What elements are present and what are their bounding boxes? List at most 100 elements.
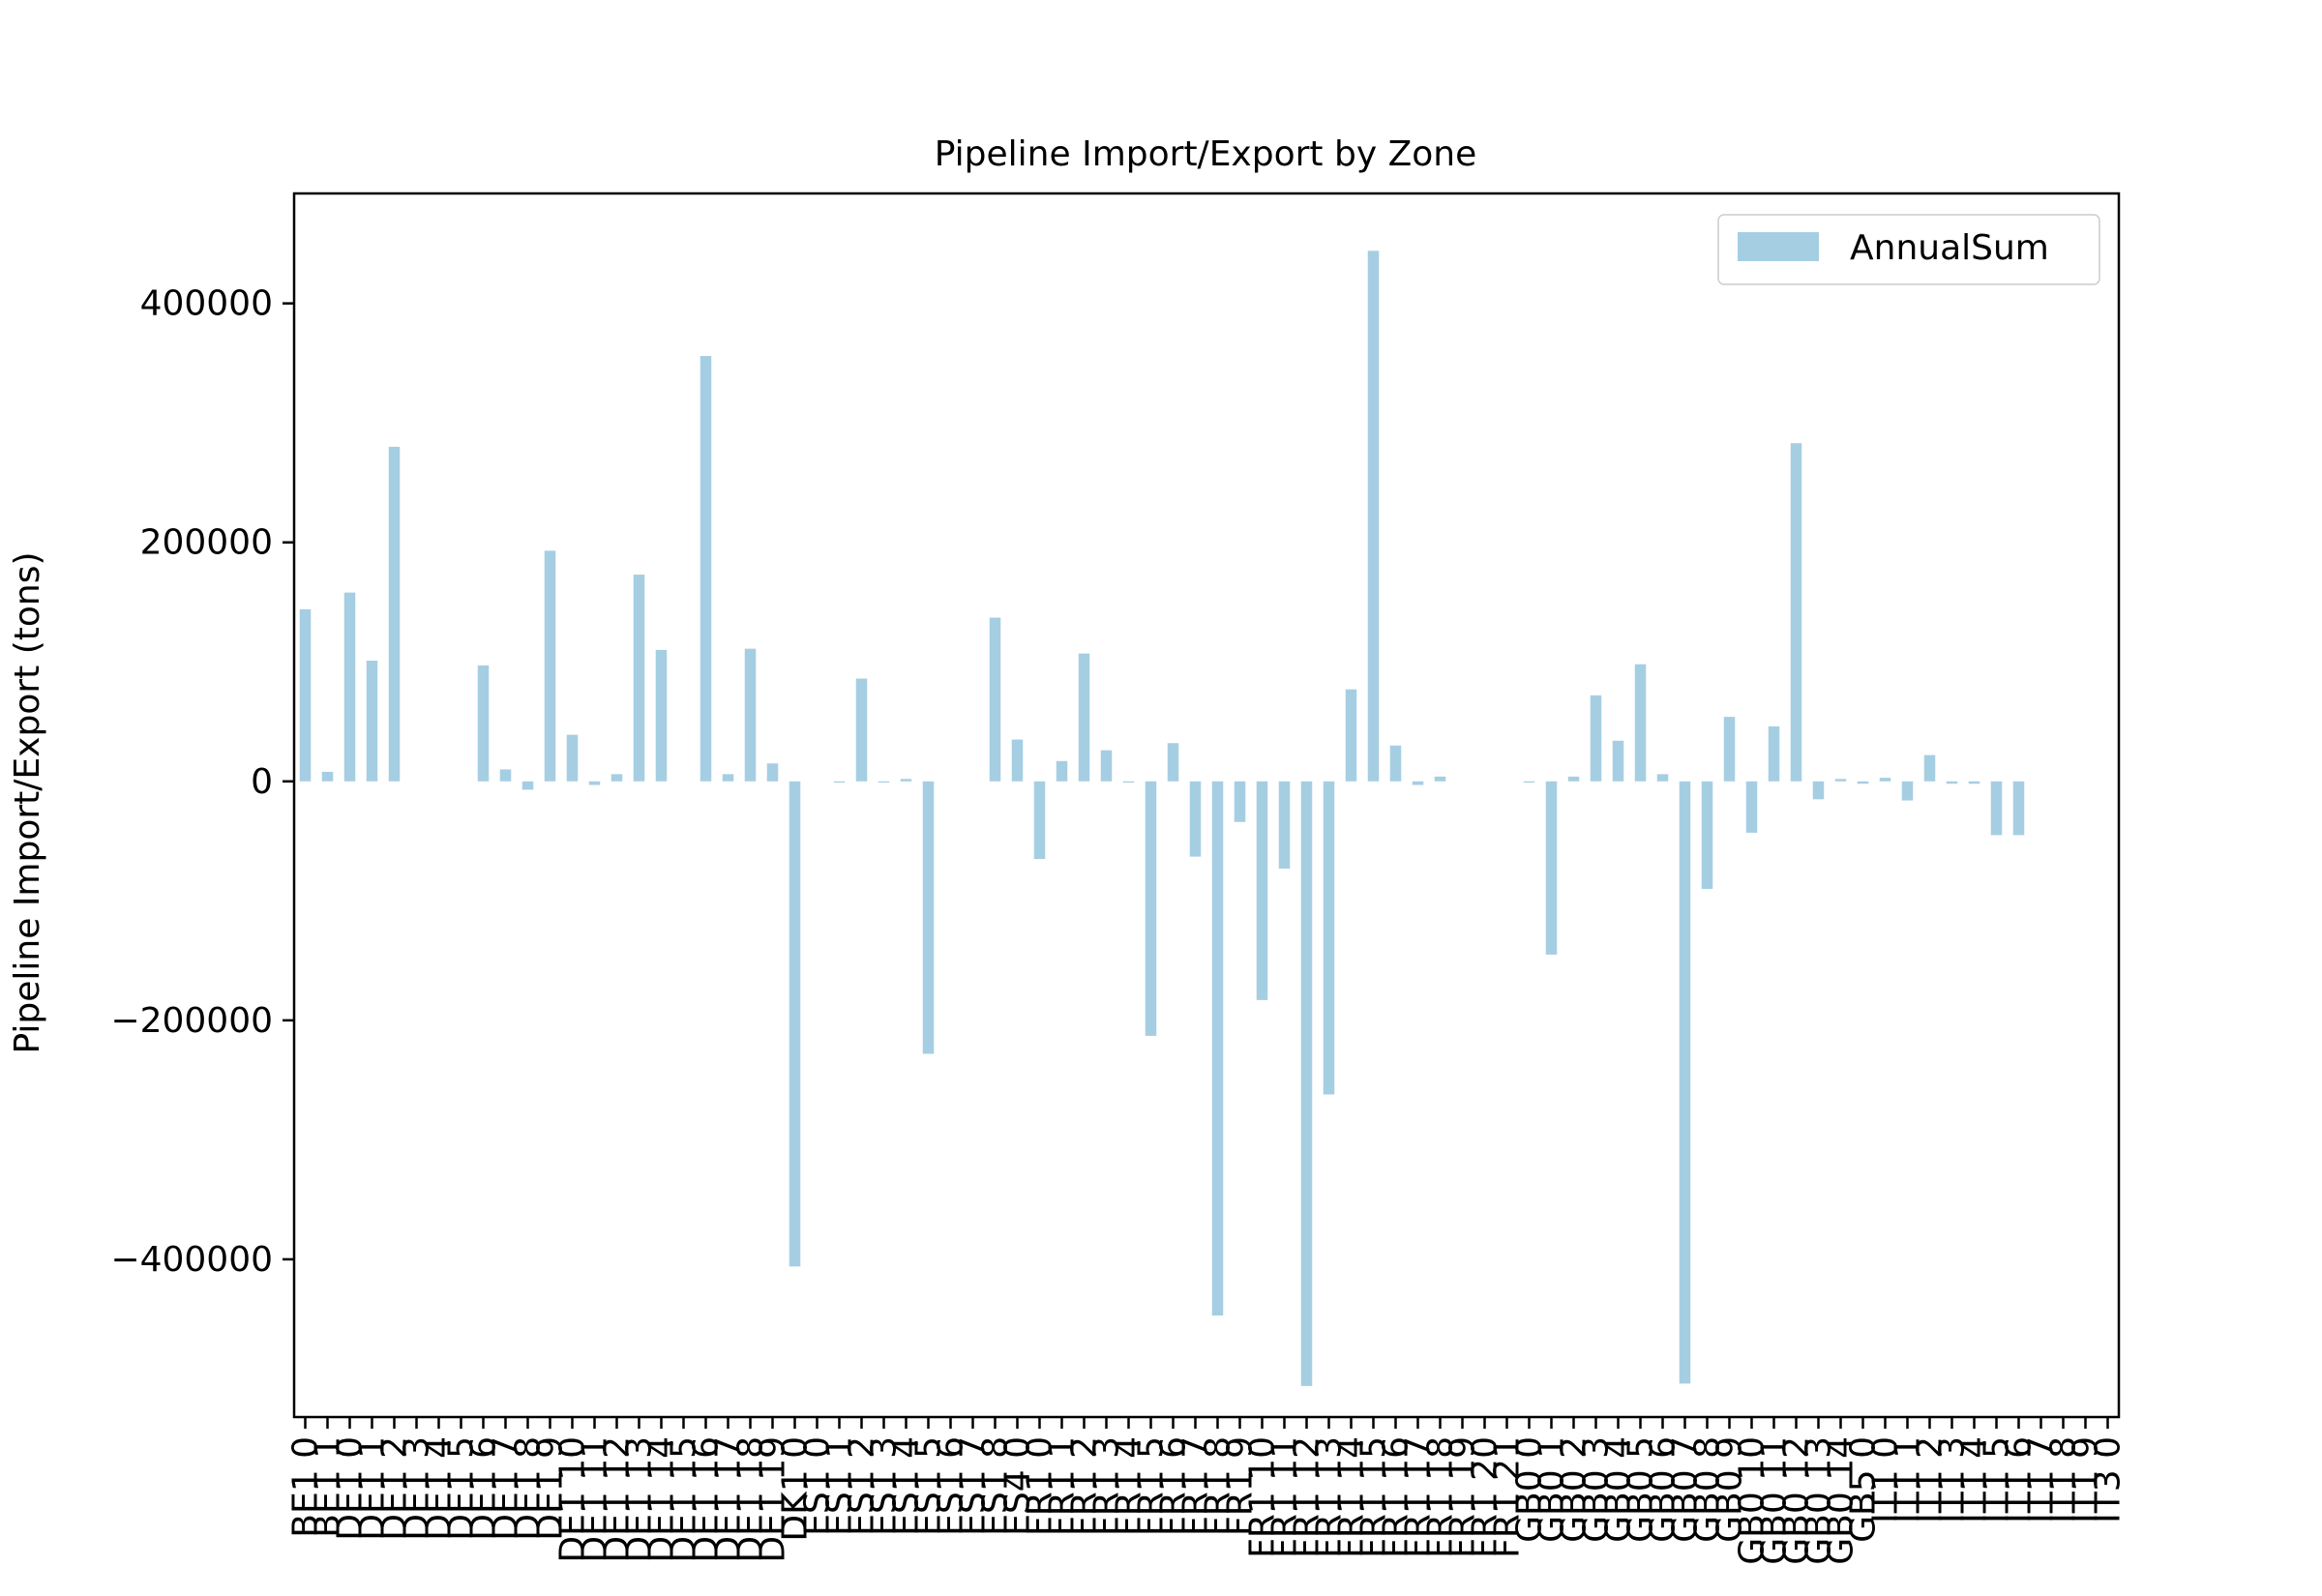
bar	[766, 763, 779, 782]
bar	[299, 608, 312, 782]
bar	[1033, 781, 1046, 860]
bar	[544, 550, 556, 782]
x-tick-label: FR1 13	[1310, 1436, 1350, 1558]
bar	[477, 665, 490, 782]
x-tick-label: IT1 9	[2067, 1436, 2106, 1523]
x-tick-label: DE1 9	[531, 1436, 571, 1541]
x-tick-label: DE1 19	[754, 1436, 793, 1563]
y-axis-label: Pipeline Import/Export (tons)	[8, 551, 47, 1053]
bar	[1211, 781, 1224, 1315]
x-tick-label: DE1 7	[487, 1436, 526, 1541]
x-tick-label: FR1 4	[1110, 1436, 1149, 1536]
bar	[588, 781, 601, 785]
x-tick-label: BE1 0	[286, 1436, 326, 1538]
x-tick-label: IT1 8	[2044, 1436, 2084, 1523]
y-tick-label: −400000	[110, 1240, 273, 1280]
x-tick-label: GB0 9	[1711, 1436, 1750, 1543]
legend: AnnualSum	[1717, 214, 2100, 285]
x-tick-label: FR1 5	[1132, 1436, 1172, 1536]
legend-swatch	[1738, 232, 1819, 261]
bar	[700, 356, 712, 782]
x-tick-label: ES1 2	[843, 1436, 882, 1536]
bar	[1946, 781, 1958, 784]
x-tick-label: IT3 0	[2089, 1436, 2128, 1523]
bar	[388, 446, 401, 782]
x-tick-label: DE1 4	[420, 1436, 460, 1541]
bar	[789, 781, 801, 1267]
bar	[1300, 781, 1313, 1386]
x-tick-label: ES1 6	[932, 1436, 971, 1536]
x-tick-label: IT1 7	[2022, 1436, 2062, 1523]
bar	[1857, 781, 1869, 784]
y-tick-label: 200000	[140, 523, 273, 563]
x-tick-label: DE1 0	[331, 1436, 371, 1541]
x-tick-label: DE1 11	[576, 1436, 615, 1563]
x-tick-label: FR1 2	[1065, 1436, 1105, 1536]
bar	[878, 781, 890, 783]
x-tick-label: FR1 7	[1176, 1436, 1216, 1536]
x-tick-label: GB0 0	[1510, 1436, 1550, 1543]
bar	[1879, 778, 1891, 782]
bar	[1545, 781, 1558, 955]
x-tick-label: GB0 4	[1599, 1436, 1639, 1543]
bar	[566, 734, 579, 782]
x-tick-label: ES1 5	[909, 1436, 949, 1536]
x-tick-label: GB0 11	[1755, 1436, 1795, 1565]
x-tick-label: GB0 3	[1577, 1436, 1617, 1543]
bar	[744, 648, 757, 782]
x-tick-label: GB0 2	[1555, 1436, 1594, 1543]
bar	[1367, 251, 1380, 782]
legend-label: AnnualSum	[1850, 228, 2049, 268]
bar	[922, 781, 935, 1054]
x-tick-label: FR1 11	[1265, 1436, 1305, 1558]
chart-title: Pipeline Import/Export by Zone	[935, 134, 1476, 174]
bar	[1701, 781, 1713, 889]
x-tick-label: ES1 0	[798, 1436, 838, 1536]
bar	[343, 592, 356, 782]
bar	[989, 617, 1001, 782]
bar	[321, 771, 334, 782]
x-tick-label: FR1 10	[1243, 1436, 1283, 1558]
x-tick-label: FR1 3	[1087, 1436, 1127, 1536]
x-tick-label: FR1 21	[1488, 1436, 1528, 1558]
x-tick-label: ES1 8	[976, 1436, 1016, 1536]
bar	[1434, 776, 1446, 782]
x-tick-label: DE1 1	[353, 1436, 393, 1541]
bar	[655, 649, 668, 782]
x-tick-label: GB0 10	[1733, 1436, 1772, 1565]
bar	[1345, 689, 1357, 782]
bar	[1412, 781, 1424, 785]
x-tick-label: DE1 14	[642, 1436, 682, 1563]
x-tick-label: IT1 0	[1866, 1436, 1906, 1523]
bar	[1189, 781, 1202, 857]
x-tick-label: FR1 15	[1354, 1436, 1394, 1558]
bar	[610, 774, 623, 782]
bar	[1812, 781, 1825, 800]
bar	[1723, 717, 1736, 782]
x-tick-label: ES1 7	[954, 1436, 994, 1536]
bar	[1078, 653, 1090, 782]
x-tick-label: FR1 18	[1421, 1436, 1461, 1558]
bar	[900, 779, 912, 782]
x-tick-label: IT1 5	[1978, 1436, 2017, 1523]
x-tick-label: FR1 14	[1332, 1436, 1372, 1558]
bar	[1590, 695, 1602, 782]
x-tick-label: ES1 4	[887, 1436, 927, 1536]
x-tick-label: GB0 6	[1644, 1436, 1683, 1543]
x-tick-label: BE1 1	[309, 1436, 348, 1538]
x-tick-label: GB0 5	[1622, 1436, 1661, 1543]
bar	[1923, 754, 1936, 782]
bar	[1745, 781, 1758, 833]
x-tick-label: DE1 8	[509, 1436, 549, 1541]
x-tick-label: FR1 12	[1288, 1436, 1327, 1558]
x-tick-label: FR1 20	[1466, 1436, 1505, 1558]
bar	[1011, 739, 1024, 782]
bar	[1100, 750, 1113, 782]
bar	[499, 769, 512, 782]
x-tick-label: GB0 7	[1666, 1436, 1706, 1543]
x-tick-label: ES4 0	[998, 1436, 1038, 1536]
bar	[1968, 781, 1980, 784]
bar	[1901, 781, 1914, 801]
bar	[2012, 781, 2025, 836]
